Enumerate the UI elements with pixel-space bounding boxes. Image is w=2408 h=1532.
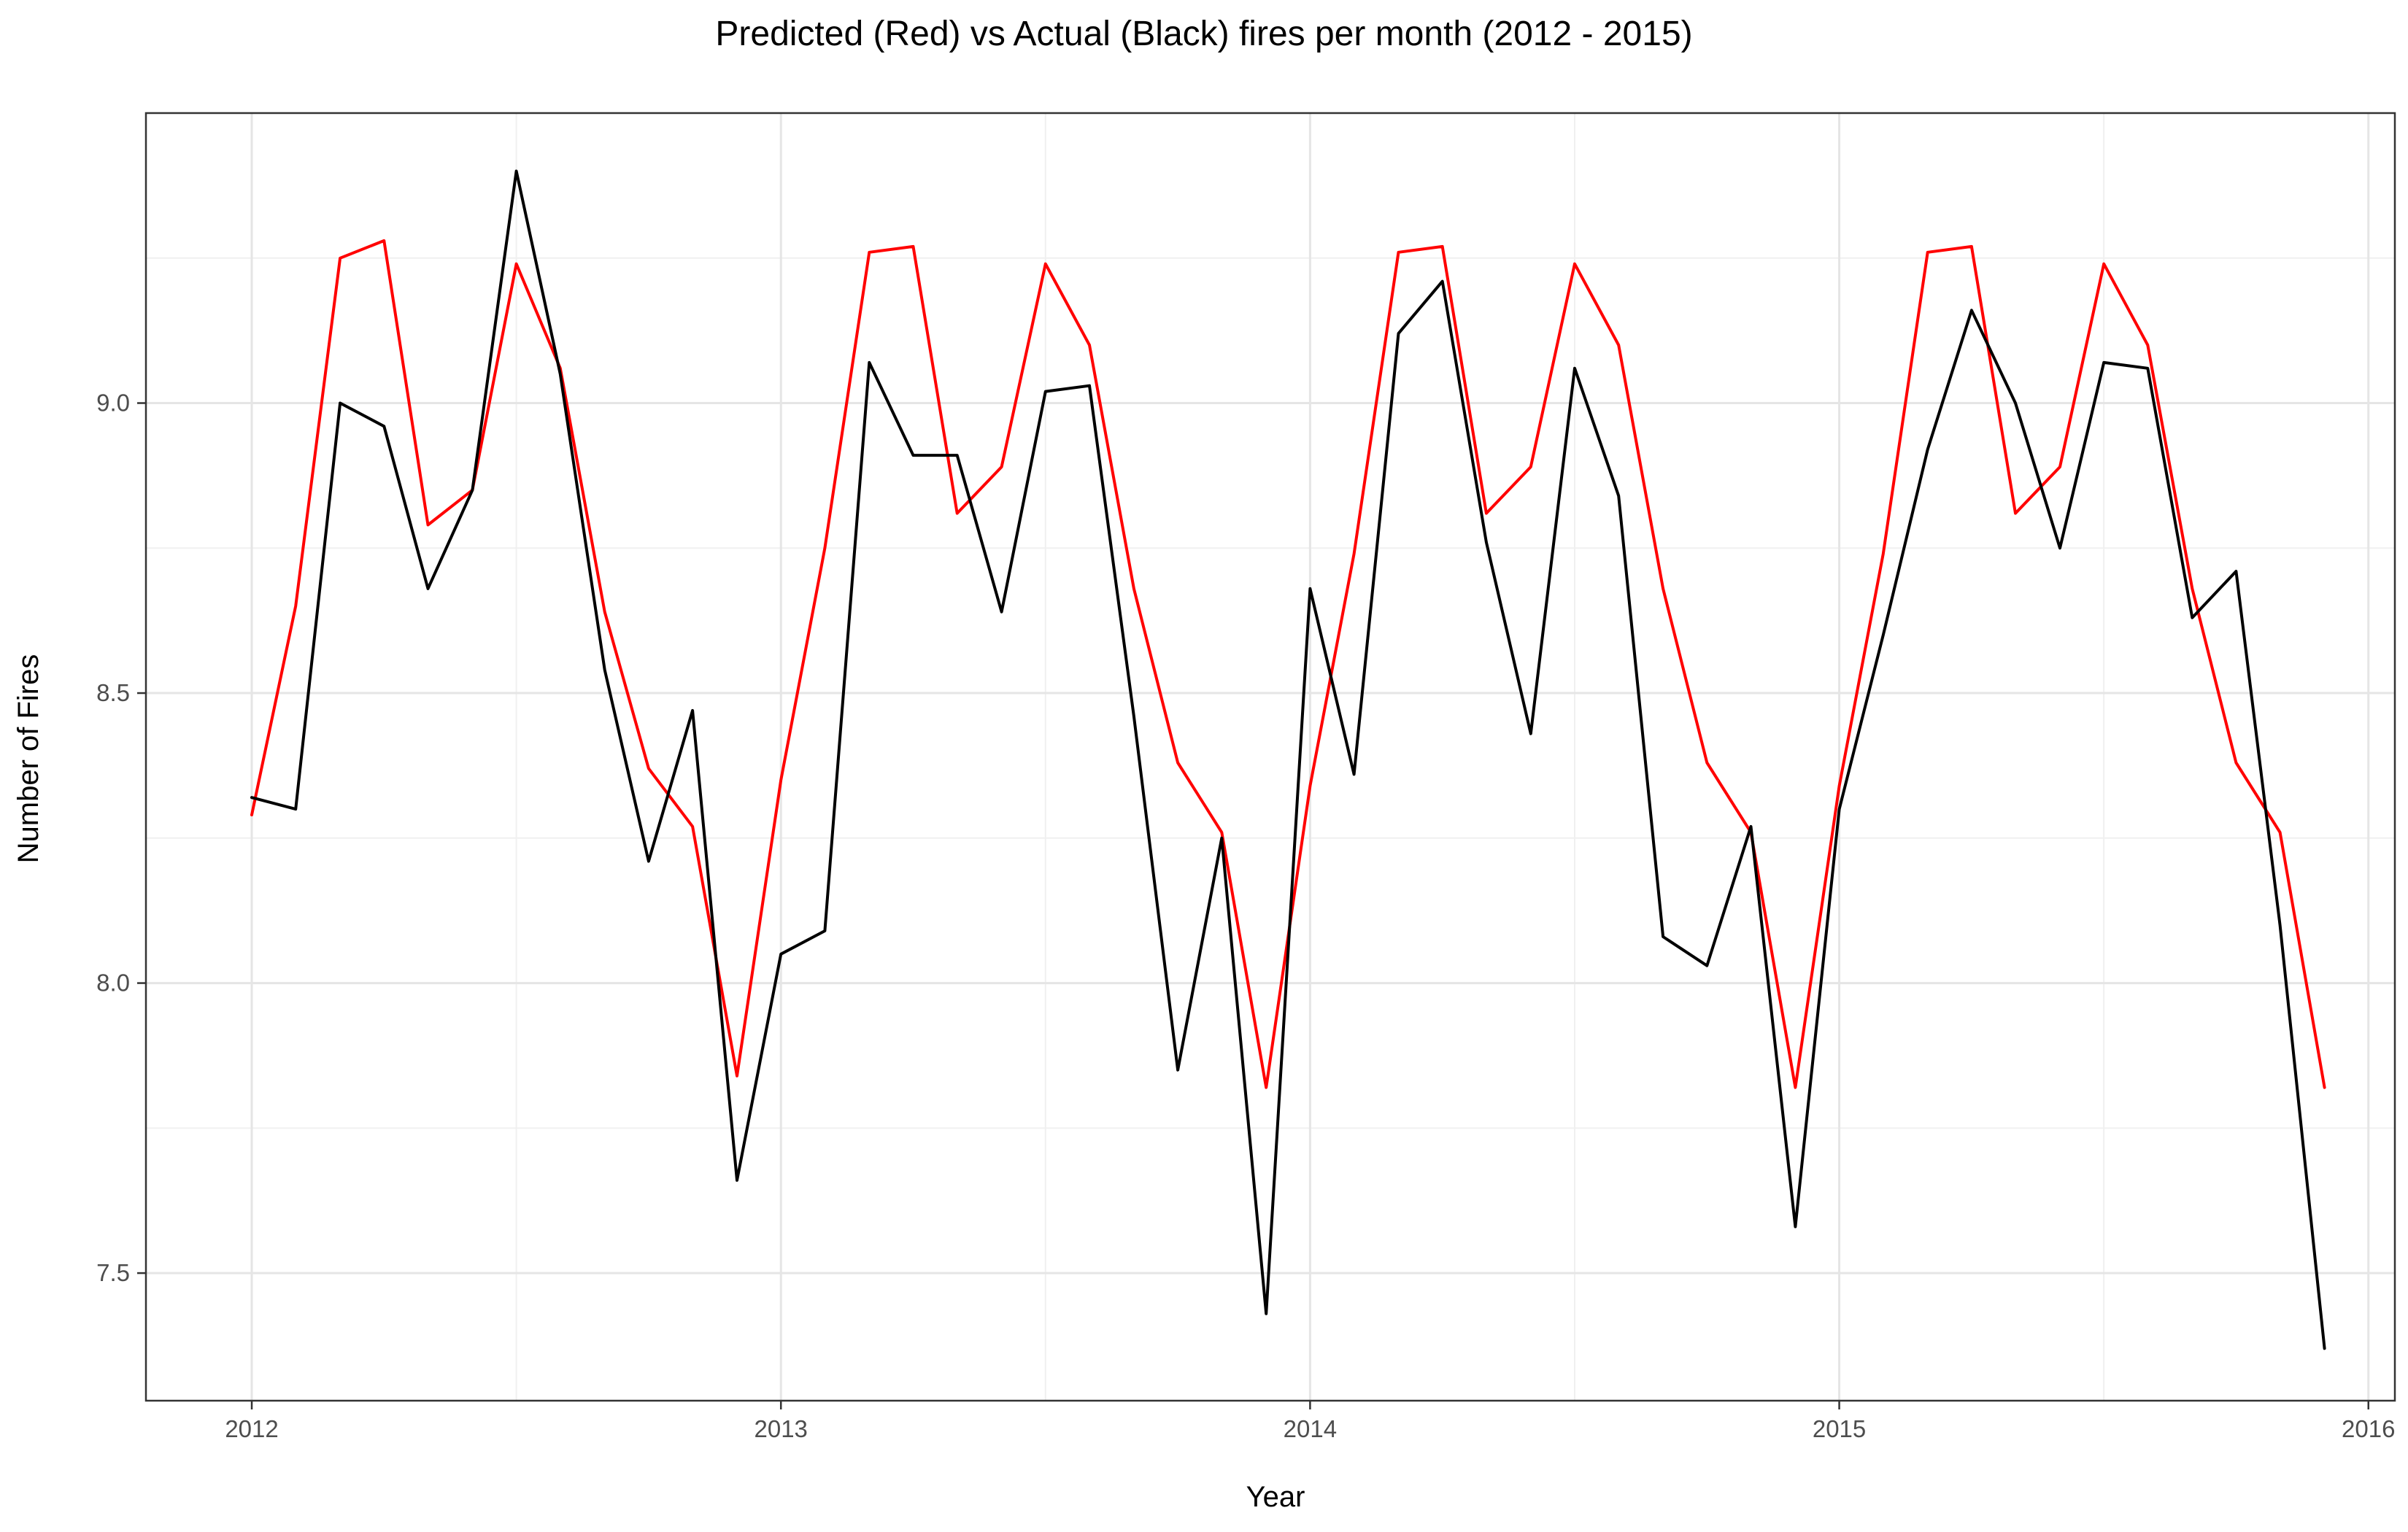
chart-title: Predicted (Red) vs Actual (Black) fires … [715, 15, 1692, 53]
actual-series-line [250, 169, 2326, 1350]
y-tick-label: 9.0 [96, 390, 130, 417]
x-tick-label: 2013 [755, 1415, 808, 1442]
x-tick-label: 2015 [1813, 1415, 1866, 1442]
x-tick-label: 2016 [2342, 1415, 2395, 1442]
series-layer [250, 169, 2326, 1350]
y-tick-label: 8.0 [96, 970, 130, 997]
x-axis-title: Year [1246, 1481, 1305, 1513]
x-tick-label: 2014 [1284, 1415, 1337, 1442]
y-tick-label: 7.5 [96, 1259, 130, 1286]
y-tick-label: 8.5 [96, 679, 130, 706]
axes: 2012 2013 2014 2015 2016 7.5 8.0 8.5 9.0 [96, 390, 2395, 1442]
panel-border [144, 112, 2396, 1402]
y-axis-title: Number of Fires [12, 654, 45, 864]
gridlines [146, 113, 2395, 1401]
x-tick-label: 2012 [225, 1415, 278, 1442]
